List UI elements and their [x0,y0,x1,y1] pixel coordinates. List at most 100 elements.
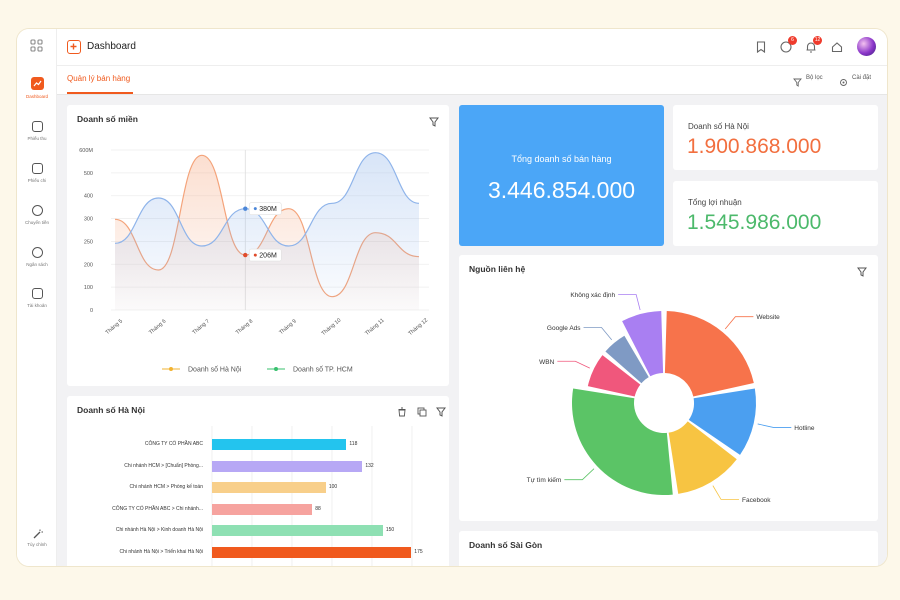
contact-source-donut-chart: Website Hotline Facebook Tự tìm kiếm WBN Goog… [527,292,815,504]
data-point [243,206,248,211]
dashboard-content: Doanh số miền 0 100 200 250 300 400 500 600M Thá… [57,95,887,566]
sidebar-item-payment[interactable]: Phiếu chi [17,163,57,183]
settings-gear-icon[interactable] [839,74,848,86]
bar-row: Chi nhánh HCM > Phòng kế toán 100 [67,482,447,494]
slice-label: Facebook [742,497,771,504]
region-sales-title: Doanh số miền [77,114,138,124]
bar-row: Chi nhánh Hà Nội > Kinh doanh Hà Nội 150 [67,525,447,537]
donut-slice [587,355,641,397]
series-area [115,152,419,310]
donut-slice [688,388,756,455]
total-sales-card: Tổng doanh số bán hàng 3.446.854.000 [459,105,664,246]
leader-line [757,423,792,428]
bar-label: Chi nhánh Hà Nội > Kinh doanh Hà Nội [115,527,203,533]
filter-button[interactable]: Bộ lọc [806,75,823,81]
contact-source-card: Nguồn liên hệ Website Hotline Facebook Tự t… [459,255,878,521]
sidebar-item-account[interactable]: Tài khoản [17,288,57,308]
plus-icon[interactable] [67,40,81,54]
settings-button[interactable]: Cài đặt [852,75,872,81]
tooltip-box [248,202,282,215]
x-tick-label: Tháng 7 [192,318,211,336]
app-window: Dashboard Phiếu thu Phiếu chi Chuyển tiề… [17,29,887,566]
bar-label: CÔNG TY CỔ PHẦN ABC [144,441,203,447]
sidebar-item-receipt[interactable]: Phiếu thu [17,121,57,141]
y-tick-label: 250 [84,239,93,245]
sidebar-item-customize[interactable]: Tùy chỉnh [17,527,57,547]
home-icon[interactable] [830,40,844,54]
sidebar-item-label: Tùy chỉnh [27,542,47,547]
data-point [243,252,248,258]
bell-icon[interactable]: 12 [804,36,822,54]
x-tick-label: Tháng 10 [321,317,343,337]
filter-icon[interactable] [793,74,802,87]
sidebar-item-label: Tài khoản [27,303,47,308]
slice-label: Google Ads [547,325,581,332]
donut-slice [664,311,754,397]
bookmark-icon[interactable] [754,40,768,54]
chat-icon[interactable]: 6 [779,36,797,54]
sidebar-item-label: Ngân sách [26,262,48,267]
region-sales-card: Doanh số miền 0 100 200 250 300 400 500 600M Thá… [67,105,449,386]
donut-slice [605,335,649,384]
series-line [114,152,420,247]
filter-icon[interactable] [429,114,439,127]
trash-icon[interactable] [397,404,407,417]
filter-icon[interactable] [436,404,446,417]
bar[interactable] [212,503,313,515]
tab-sales-management[interactable]: Quản lý bán hàng [67,74,131,83]
bar[interactable] [212,546,412,558]
x-tick-label: Tháng 9 [278,318,297,336]
bar[interactable] [212,525,383,536]
leader-line [557,360,590,369]
profit-label: Tổng lợi nhuận [688,198,742,207]
avatar[interactable] [857,37,876,56]
donut-slice [622,311,664,377]
leader-line [712,485,740,500]
tooltip-label: 206M [259,253,277,260]
bar-value: 175 [414,548,423,555]
y-tick-label: 600M [79,148,93,154]
profit-card: Tổng lợi nhuận 1.545.986.000 [673,181,878,246]
donut-slice [572,388,673,495]
tooltip-dot [253,253,257,257]
bar-value: 100 [328,484,338,490]
slice-label: Website [756,314,780,321]
sidebar-item-transfer[interactable]: Chuyển tiền [17,205,57,225]
bar[interactable] [212,439,347,450]
leader-line [564,468,595,481]
total-sales-value: 3.446.854.000 [487,177,636,203]
bar-row: CÔNG TY CỔ PHẦN ABC 118 [67,439,447,451]
filter-icon[interactable] [857,264,867,277]
wallet-icon [31,288,43,299]
region-sales-line-chart: 0 100 200 250 300 400 500 600M Tháng 5 Tháng 6 Thá… [79,148,430,374]
x-tick-label: Tháng 6 [148,318,167,336]
total-sales-label: Tổng doanh số bán hàng [511,154,612,164]
sidebar-item-budget[interactable]: Ngân sách [17,247,57,267]
bar-label: CÔNG TY CỔ PHẦN ABC > Chi nhánh... [112,505,203,512]
saigon-sales-title: Doanh số Sài Gòn [469,540,543,550]
x-tick-label: Tháng 11 [364,318,385,337]
x-tick-label: Tháng 12 [408,317,430,337]
tab-bar: Quản lý bán hàng Bộ lọc Cài đặt [57,66,887,95]
bar-row: Chi nhánh Hà Nội > Triển khai Hà Nội 175 [67,546,447,559]
budget-icon [31,247,43,258]
y-tick-label: 100 [84,285,93,291]
receipt-icon [31,121,43,132]
hanoi-sales-card: Doanh số Hà Nội 1.900.868.000 [673,105,878,170]
hanoi-bar-title: Doanh số Hà Nội [77,405,146,415]
hanoi-sales-value: 1.900.868.000 [687,135,822,158]
sidebar: Dashboard Phiếu thu Phiếu chi Chuyển tiề… [17,29,57,566]
copy-icon[interactable] [417,404,427,417]
hanoi-bar-card: Doanh số Hà Nội CÔNG TY CỔ PHẦN ABC 118 Ch… [67,396,449,566]
bar-row: Chi nhánh HCM > [Chuẩn] Phòng... 132 [67,460,447,473]
magic-wand-icon [32,527,43,539]
legend-label: Doanh số TP. HCM [293,365,353,374]
slice-label: Tự tìm kiếm [527,475,562,484]
page-title: Dashboard [87,41,136,52]
tab-active-indicator [67,92,133,94]
sidebar-item-dashboard[interactable]: Dashboard [17,77,57,99]
bar[interactable] [212,482,326,493]
bar[interactable] [212,460,363,472]
apps-grid-icon[interactable] [30,39,43,52]
donut-slice [668,421,737,494]
